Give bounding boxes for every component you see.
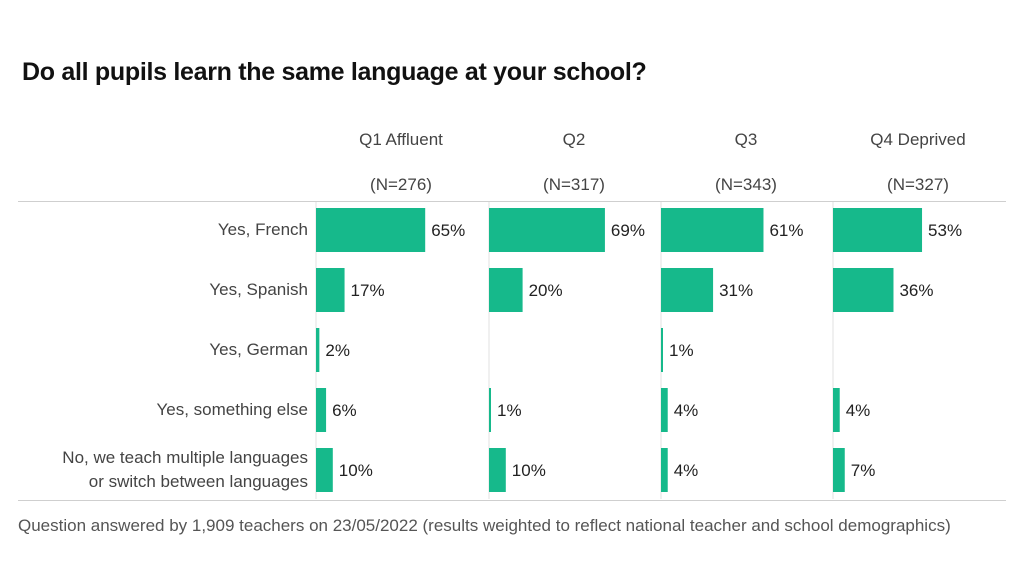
bar [489,208,605,252]
bar [833,268,894,312]
top-rule [18,201,1006,202]
panel-sample-size: (N=317) [543,175,605,194]
bar [489,268,523,312]
category-label: Yes, French [218,218,308,242]
data-label: 65% [431,221,465,240]
bar [661,268,714,312]
data-label: 1% [669,341,694,360]
category-label: No, we teach multiple languages or switch… [62,446,308,494]
panel-sample-size: (N=276) [370,175,432,194]
data-label: 53% [928,221,962,240]
data-label: 7% [851,461,876,480]
data-label: 6% [332,401,357,420]
bar [316,268,345,312]
data-label: 17% [351,281,385,300]
data-label: 2% [325,341,350,360]
panel-header: Q2 [562,130,586,149]
bar [489,388,491,432]
bar [316,388,327,432]
category-label-line: Yes, something else [156,400,308,419]
data-label: 36% [899,281,933,300]
chart-title: Do all pupils learn the same language at… [22,58,647,86]
category-label: Yes, something else [156,398,308,422]
data-label: 10% [339,461,373,480]
category-label: Yes, Spanish [209,278,308,302]
panel-header: Q1 Affluent [359,130,443,149]
footnote: Question answered by 1,909 teachers on 2… [18,516,951,535]
bar [661,448,668,492]
panel-sample-size: (N=327) [887,175,949,194]
bar [316,328,320,372]
data-label: 4% [674,401,699,420]
data-label: 61% [769,221,803,240]
data-label: 4% [846,401,871,420]
bottom-rule [18,500,1006,501]
bar [316,448,333,492]
data-label: 20% [529,281,563,300]
bar [661,388,668,432]
data-label: 10% [512,461,546,480]
panel-header: Q4 Deprived [870,130,966,149]
panel-sample-size: (N=343) [715,175,777,194]
bar [833,448,845,492]
category-label: Yes, German [209,338,308,362]
category-label-line: Yes, Spanish [209,280,308,299]
bar [661,208,764,252]
data-label: 31% [719,281,753,300]
data-label: 69% [611,221,645,240]
category-label-line: Yes, German [209,340,308,359]
category-label-line: Yes, French [217,220,308,239]
data-label: 4% [674,461,699,480]
panel-header: Q3 [734,130,758,149]
bar [833,388,840,432]
category-label-line: or switch between languages [88,472,308,491]
bar [316,208,426,252]
bar [489,448,506,492]
data-label: 1% [497,401,522,420]
category-label-line: No, we teach multiple languages [62,448,308,467]
bar [833,208,923,252]
bar [661,328,663,372]
